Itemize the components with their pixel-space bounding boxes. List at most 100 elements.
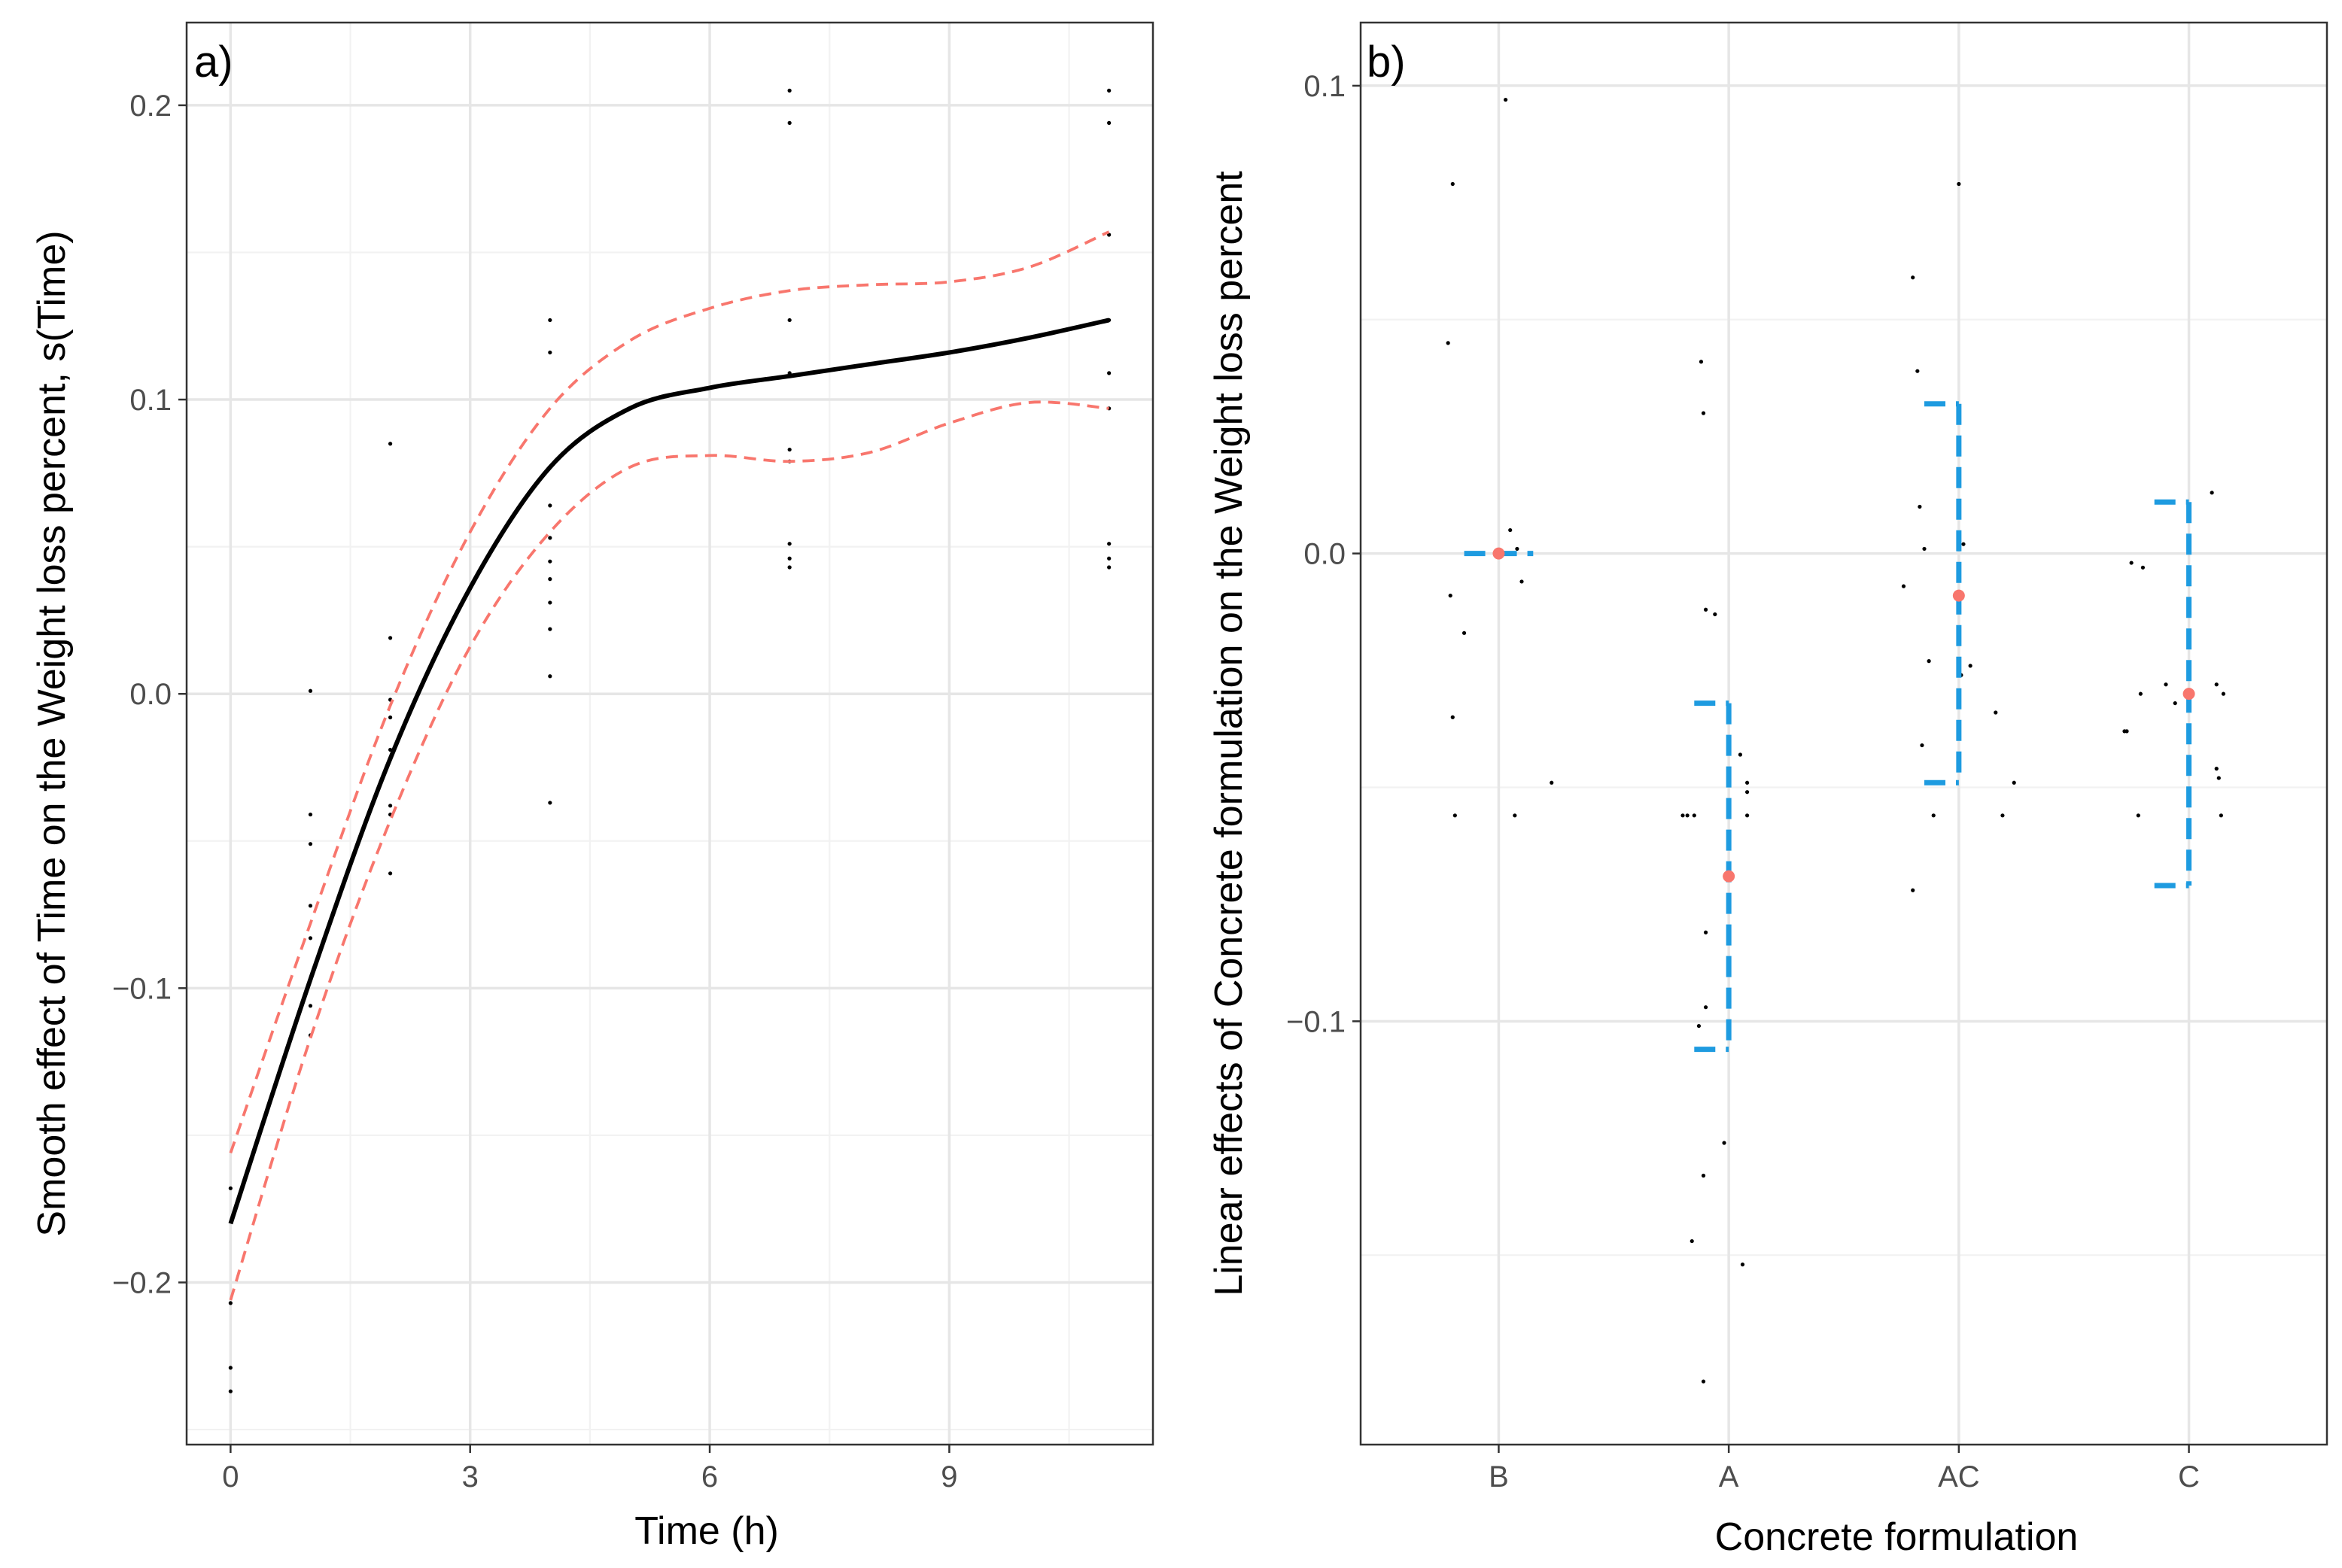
panel-b-minor-gridlines — [1361, 318, 2327, 1257]
panel-b-residual-point-a — [1703, 1005, 1708, 1010]
panel-b-residual-point-c — [2214, 767, 2219, 771]
panel-b-residual-point-a — [1685, 813, 1690, 818]
panel-a-residual-point — [787, 565, 792, 570]
panel-b-residual-point-c — [2219, 813, 2223, 818]
panel-b-residual-point-b — [1461, 631, 1467, 635]
panel-b-residual-point-ac — [1901, 584, 1906, 588]
panel-b-residual-point-b — [1550, 780, 1554, 785]
panel-a-minor-gridlines — [187, 23, 1153, 1445]
panel-a-residual-point — [388, 804, 393, 808]
panel-b-y-tick-label: 0.1 — [1303, 70, 1346, 103]
panel-b-residual-point-b — [1448, 593, 1452, 598]
panel-b-linear-formulation-effects: B A AC C−0.10.00.1 b) Concrete formulation … — [1207, 21, 2328, 1559]
panel-a-y-tick-label: 0.2 — [129, 90, 172, 123]
panel-b-residual-point-a — [1745, 813, 1750, 818]
panel-b-residual-point-a — [1680, 813, 1685, 818]
panel-a-residual-point — [228, 1301, 233, 1305]
panel-a-y-tick-label: 0.0 — [129, 678, 172, 711]
panel-a-y-tick-label: 0.1 — [129, 384, 172, 417]
panel-a-residual-point — [308, 842, 313, 846]
panel-a-residual-point — [548, 600, 552, 605]
panel-a-residual-point — [1107, 120, 1112, 125]
panel-a-x-tick-label: 6 — [701, 1460, 718, 1494]
panel-b-label: b) — [1367, 38, 1406, 87]
panel-b-point-estimates — [1492, 547, 2195, 883]
panel-b-estimate-point-c — [2182, 688, 2195, 700]
panel-a-border — [185, 21, 1154, 1446]
panel-a-residual-point — [1107, 565, 1112, 570]
panel-b-y-tick-label: −0.1 — [1286, 1005, 1346, 1038]
panel-a-x-axis-title: Time (h) — [634, 1509, 779, 1553]
panel-b-residual-point-a — [1701, 411, 1706, 415]
panel-a-x-tick-label: 0 — [222, 1460, 239, 1494]
panel-a-fit-lines — [228, 230, 1110, 1301]
panel-b-residual-point-ac — [1957, 181, 1961, 187]
panel-b-x-tick-label-ac: AC — [1938, 1460, 1980, 1494]
panel-a-fit-line — [228, 318, 1110, 1225]
panel-b-residual-point-a — [1703, 607, 1708, 612]
panel-b-residual-point-c — [2214, 682, 2219, 687]
panel-b-plot-area — [1361, 23, 2327, 1445]
panel-a-x-tick-label: 9 — [941, 1460, 957, 1494]
panel-b-residual-point-a — [1701, 1379, 1706, 1384]
panel-a-residual-point — [548, 503, 552, 508]
panel-a-residual-point — [548, 801, 552, 805]
panel-a-residual-point — [548, 559, 552, 564]
panel-a-lower-ci-line — [229, 400, 1109, 1301]
panel-a-residual-point — [548, 674, 552, 679]
panel-a-residual-point — [308, 688, 313, 693]
panel-a-residual-point — [548, 627, 552, 631]
panel-b-residual-point-a — [1722, 1141, 1726, 1145]
panel-b-residual-point-b — [1450, 715, 1455, 719]
panel-a-residual-point — [388, 636, 393, 640]
panel-b-residual-point-a — [1745, 790, 1750, 795]
panel-b-residual-point-c — [2138, 691, 2143, 696]
panel-b-y-axis-title: Linear effects of Concrete formulation o… — [1207, 171, 1251, 1296]
panel-b-residual-point-ac — [1961, 542, 1966, 546]
panel-a-residual-point — [228, 1389, 233, 1393]
panel-b-residual-point-c — [2164, 682, 2168, 687]
panel-a-y-tick-label: −0.1 — [112, 972, 172, 1005]
panel-b-residual-point-c — [2129, 561, 2134, 565]
panel-a-y-tick-label: −0.2 — [112, 1266, 172, 1299]
panel-b-residual-point-ac — [1968, 664, 1972, 668]
panel-b-residual-point-ac — [1922, 546, 1927, 552]
panel-b-border — [1359, 21, 2328, 1446]
panel-a-upper-ci-line — [229, 230, 1110, 1154]
panel-a-residual-point — [228, 1186, 233, 1190]
panel-b-residual-point-a — [1690, 1238, 1694, 1244]
panel-a-x-tick-label: 3 — [462, 1460, 479, 1494]
panel-b-residual-point-b — [1446, 341, 1450, 345]
panel-b-residual-point-ac — [1918, 504, 1922, 509]
panel-a-residual-point — [787, 120, 792, 125]
panel-b-estimate-point-a — [1723, 870, 1735, 883]
panel-a-residual-point — [787, 318, 792, 323]
panel-a-residual-point — [388, 715, 393, 720]
panel-b-y-tick-label: 0.0 — [1303, 538, 1346, 571]
panel-b-x-axis-title: Concrete formulation — [1715, 1515, 2079, 1559]
panel-a-residual-point — [787, 447, 792, 452]
panel-a-residual-point — [787, 88, 792, 93]
panel-b-residual-point-b — [1519, 579, 1524, 584]
panel-a-axis-ticks: 0 3 6 9 −0.2 −0.1 0.0 0.1 0.2 — [112, 90, 957, 1494]
panel-b-residual-point-c — [2221, 691, 2226, 696]
panel-b-residual-point-b — [1452, 813, 1457, 818]
panel-a-residual-point — [388, 871, 393, 876]
panel-a-plot-area — [187, 23, 1153, 1445]
panel-b-estimate-point-b — [1492, 547, 1505, 560]
panel-a-residual-point — [1107, 556, 1112, 561]
panel-b-residual-point-a — [1692, 813, 1696, 818]
panel-a-residual-point — [1107, 542, 1112, 546]
panel-a-residual-point — [308, 812, 313, 817]
panel-a-smooth-time-effect: 0 3 6 9 −0.2 −0.1 0.0 0.1 0.2 a) Time (h) Smooth… — [30, 21, 1154, 1553]
panel-b-residual-point-ac — [1927, 659, 1931, 664]
panel-a-major-gridlines — [187, 23, 1153, 1445]
panel-b-residual-point-ac — [1915, 369, 1920, 373]
panel-a-residual-point — [548, 536, 552, 540]
panel-a-residual-point — [228, 1366, 233, 1370]
panel-b-x-tick-label-b: B — [1489, 1460, 1509, 1494]
panel-b-residual-point-ac — [1911, 275, 1915, 280]
panel-b-residual-point-a — [1696, 1023, 1701, 1029]
panel-a-residual-point — [548, 318, 552, 323]
panel-b-residual-point-b — [1513, 813, 1517, 818]
